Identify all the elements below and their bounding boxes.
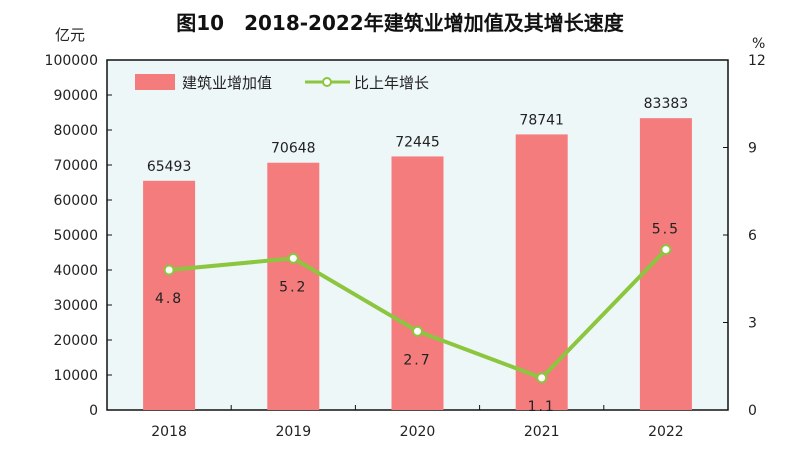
- growth-value-label: 4.8: [155, 291, 183, 307]
- growth-point: [660, 244, 672, 256]
- left-tick-label: 40000: [53, 263, 98, 279]
- left-tick-label: 20000: [53, 333, 98, 349]
- left-tick-label: 90000: [53, 88, 98, 104]
- x-tick-label: 2021: [524, 424, 560, 440]
- legend-line-marker: [322, 77, 332, 87]
- growth-point: [163, 264, 175, 276]
- right-tick-label: 9: [748, 141, 757, 157]
- left-tick-label: 10000: [53, 368, 98, 384]
- bar-value-label: 70648: [271, 141, 316, 157]
- bar-value-label: 83383: [644, 96, 689, 112]
- growth-value-label: 5.2: [279, 279, 307, 295]
- growth-value-label: 2.7: [403, 352, 431, 368]
- growth-point: [412, 325, 423, 337]
- right-tick-label: 0: [748, 403, 757, 419]
- left-tick-label: 0: [89, 403, 98, 419]
- left-tick-label: 60000: [53, 193, 98, 209]
- right-tick-label: 12: [748, 53, 766, 69]
- left-tick-label: 80000: [53, 123, 98, 139]
- x-tick-label: 2018: [151, 424, 187, 440]
- bar: [515, 134, 568, 410]
- growth-value-label: 1.1: [528, 399, 556, 415]
- x-tick-label: 2022: [648, 424, 684, 440]
- left-tick-label: 70000: [53, 158, 98, 174]
- left-tick-label: 50000: [53, 228, 98, 244]
- legend-bar-swatch: [135, 74, 175, 90]
- right-tick-label: 3: [748, 316, 757, 332]
- x-tick-label: 2019: [275, 424, 311, 440]
- bar: [391, 156, 444, 410]
- chart-title: 图10 2018-2022年建筑业增加值及其增长速度: [176, 11, 624, 35]
- growth-value-label: 5.5: [652, 222, 680, 238]
- bar-value-label: 78741: [519, 112, 564, 128]
- legend-line-label: 比上年增长: [354, 74, 429, 92]
- bar: [639, 118, 692, 411]
- legend-bar-label: 建筑业增加值: [182, 74, 272, 92]
- x-tick-label: 2020: [400, 424, 436, 440]
- bar-value-label: 65493: [147, 159, 192, 175]
- left-tick-label: 100000: [45, 53, 98, 69]
- right-axis-unit: %: [752, 36, 765, 52]
- growth-point: [536, 372, 548, 384]
- right-tick-label: 6: [748, 228, 757, 244]
- growth-point: [287, 252, 299, 264]
- bar: [143, 180, 196, 410]
- left-tick-label: 30000: [53, 298, 98, 314]
- bar-value-label: 72445: [395, 134, 440, 150]
- left-axis-unit: 亿元: [55, 26, 85, 44]
- bar: [267, 162, 320, 410]
